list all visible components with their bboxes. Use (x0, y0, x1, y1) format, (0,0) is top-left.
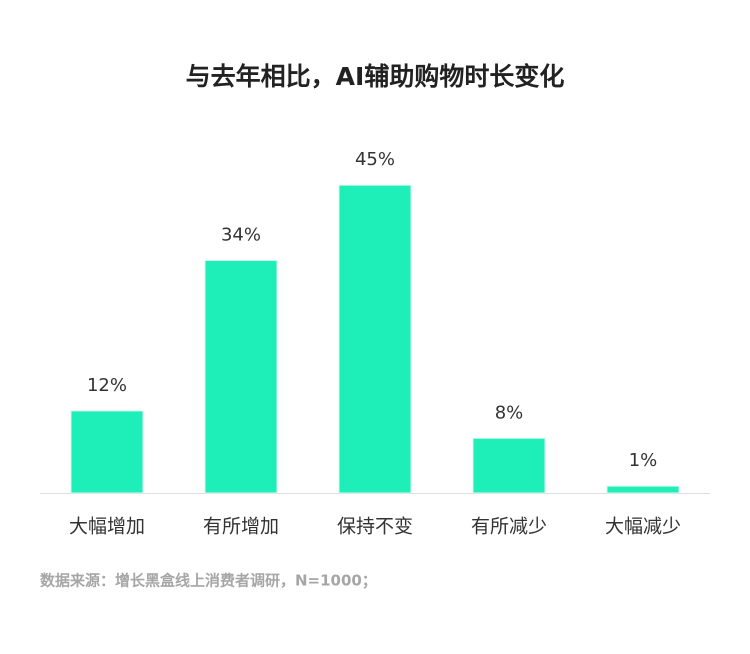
value-label: 45% (355, 149, 395, 170)
x-tick-label: 有所增加 (203, 516, 279, 538)
bar (472, 437, 546, 494)
value-label: 34% (221, 224, 261, 245)
x-tick-label: 有所减少 (471, 516, 547, 538)
bar (606, 485, 680, 494)
x-tick-label: 大幅增加 (69, 516, 145, 538)
bar (70, 410, 144, 494)
source-note: 数据来源：增长黑盒线上消费者调研，N=1000； (40, 572, 377, 590)
chart-title: 与去年相比，AI辅助购物时长变化 (186, 62, 565, 91)
value-label: 8% (495, 402, 524, 423)
value-label: 1% (629, 450, 658, 471)
x-tick-label: 保持不变 (337, 516, 413, 538)
bar (338, 184, 412, 494)
value-label: 12% (87, 375, 127, 396)
bar (204, 259, 278, 494)
x-tick-label: 大幅减少 (605, 516, 681, 538)
